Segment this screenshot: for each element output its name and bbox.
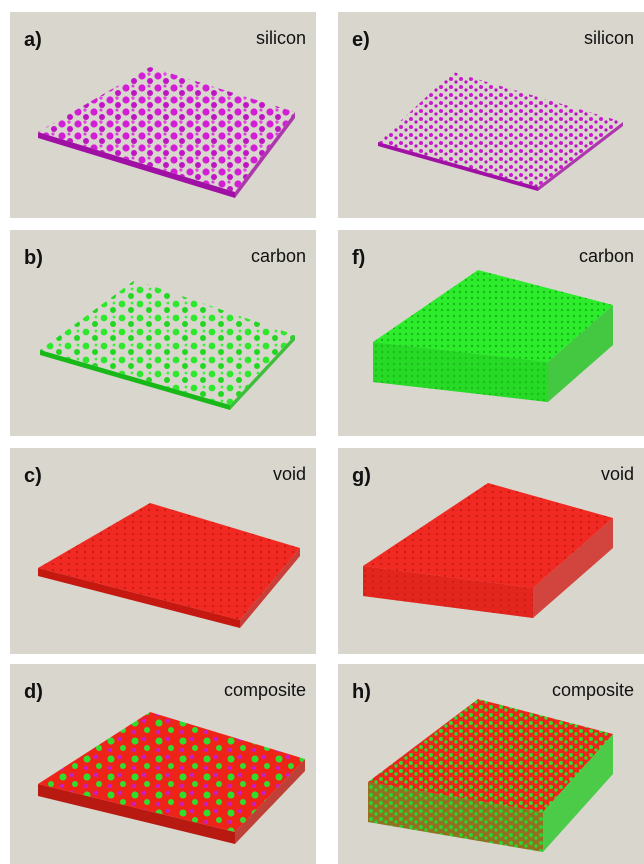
panel-label: e) [352, 29, 370, 51]
panel-title: carbon [251, 246, 306, 266]
panel-label: a) [24, 29, 42, 51]
panel: f) carbon [338, 230, 644, 436]
panel: c) void [10, 448, 316, 654]
figure: a) silicon b) carbon c) void d) composite e) sili… [0, 0, 644, 864]
panel-title: composite [552, 680, 634, 700]
panel: d) composite [10, 664, 316, 864]
panel-label: d) [24, 681, 43, 703]
panel-label: c) [24, 465, 42, 487]
panel-label: f) [352, 247, 365, 269]
panel-label: h) [352, 681, 371, 703]
panel-title: silicon [256, 28, 306, 48]
panel: a) silicon [10, 12, 316, 218]
panel-title: silicon [584, 28, 634, 48]
panel: e) silicon [338, 12, 644, 218]
panel-title: void [273, 464, 306, 484]
panel-title: void [601, 464, 634, 484]
panel: b) carbon [10, 230, 316, 436]
panel-label: g) [352, 465, 371, 487]
panel: g) void [338, 448, 644, 654]
panel-title: carbon [579, 246, 634, 266]
panel-label: b) [24, 247, 43, 269]
panel-title: composite [224, 680, 306, 700]
panel: h) composite [338, 664, 644, 864]
